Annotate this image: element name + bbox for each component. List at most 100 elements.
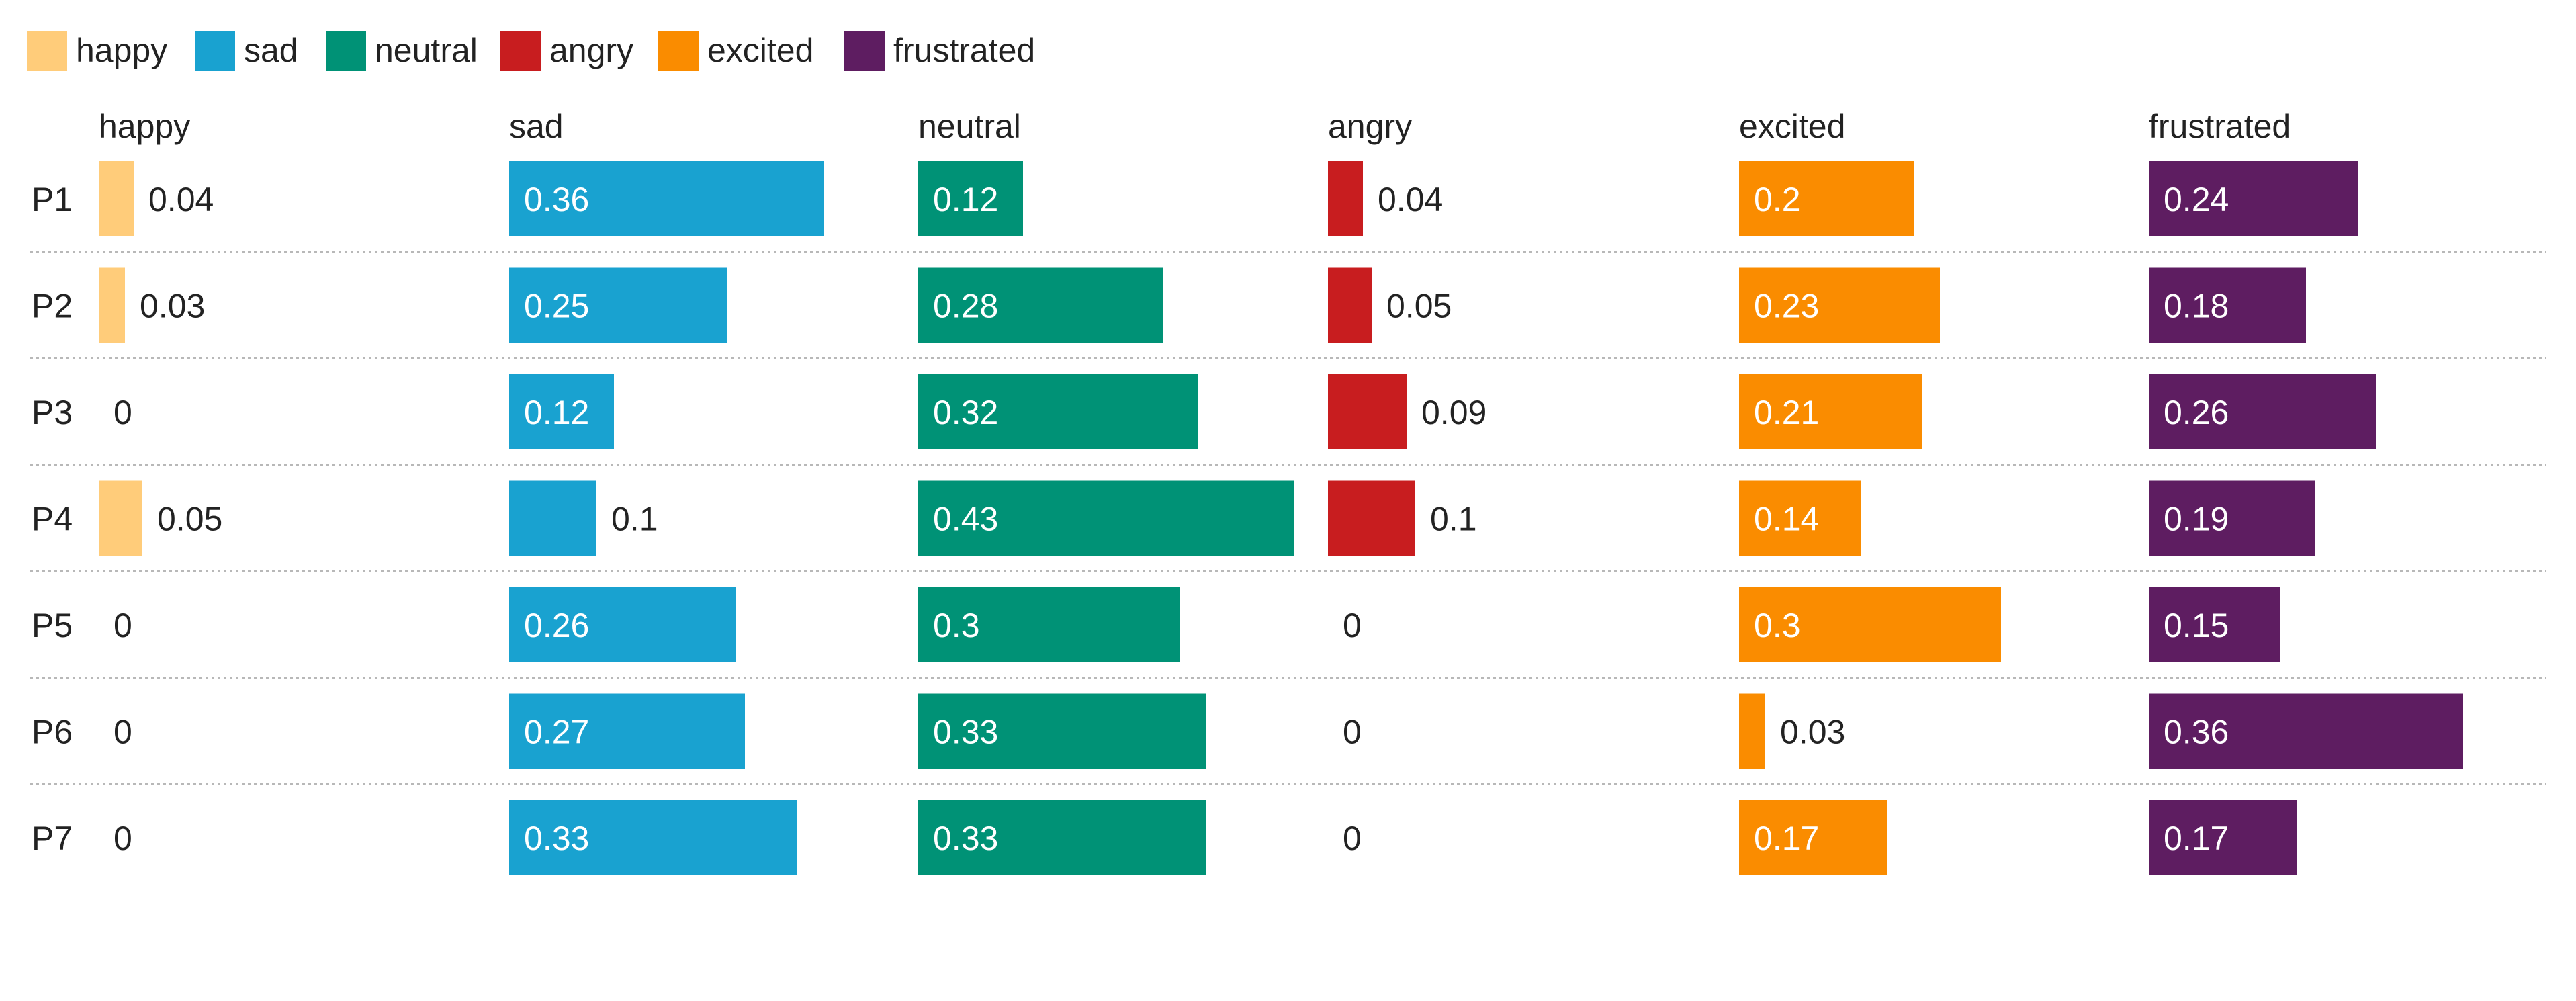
legend-swatch-frustrated [844,31,885,71]
value-label-sad-p5: 0.26 [524,607,589,644]
legend-swatch-sad [195,31,235,71]
row-label-p2: P2 [32,288,73,325]
bar-neutral-p1 [918,161,1023,236]
value-label-angry-p3: 0.09 [1421,394,1486,431]
row-separators [30,251,2546,785]
bar-neutral-p2 [918,267,1163,343]
value-label-frustrated-p6: 0.36 [2164,713,2229,751]
value-label-frustrated-p1: 0.24 [2164,181,2229,218]
bar-frustrated-p7 [2149,800,2297,875]
value-label-happy-p1: 0.04 [148,181,214,218]
legend-swatch-neutral [326,31,366,71]
column-header-neutral: neutral [918,107,1021,145]
bar-sad-p5 [509,587,736,662]
bar-excited-p4 [1739,480,1861,556]
bar-angry-p2 [1328,267,1372,343]
column-header-angry: angry [1328,107,1412,145]
value-label-angry-p6: 0 [1343,713,1362,751]
row-label-p7: P7 [32,820,73,857]
bar-angry-p1 [1328,161,1363,236]
bar-sad-p6 [509,693,745,769]
value-label-sad-p7: 0.33 [524,820,589,857]
row-label-p1: P1 [32,181,73,218]
value-label-neutral-p5: 0.3 [933,607,980,644]
legend-swatch-excited [658,31,699,71]
value-label-neutral-p2: 0.28 [933,288,998,325]
value-label-excited-p6: 0.03 [1780,713,1845,751]
value-label-neutral-p3: 0.32 [933,394,998,431]
row-label-p3: P3 [32,394,73,431]
bar-frustrated-p1 [2149,161,2358,236]
value-label-angry-p2: 0.05 [1386,288,1452,325]
bar-sad-p2 [509,267,727,343]
legend-label-frustrated: frustrated [893,32,1035,69]
value-label-excited-p5: 0.3 [1754,607,1801,644]
column-header-sad: sad [509,107,564,145]
bar-excited-p1 [1739,161,1914,236]
value-label-excited-p2: 0.23 [1754,288,1819,325]
row-label-p6: P6 [32,713,73,751]
bar-neutral-p6 [918,693,1206,769]
legend-swatch-angry [500,31,541,71]
bar-frustrated-p3 [2149,374,2376,449]
value-label-happy-p2: 0.03 [140,288,205,325]
legend-label-neutral: neutral [375,32,478,69]
legend-label-excited: excited [707,32,813,69]
column-header-excited: excited [1739,107,1845,145]
bar-neutral-p7 [918,800,1206,875]
value-label-angry-p4: 0.1 [1430,500,1477,538]
bar-frustrated-p4 [2149,480,2315,556]
value-label-neutral-p7: 0.33 [933,820,998,857]
value-label-excited-p7: 0.17 [1754,820,1819,857]
bar-neutral-p5 [918,587,1180,662]
value-label-excited-p4: 0.14 [1754,500,1819,538]
bar-neutral-p4 [918,480,1294,556]
bar-angry-p3 [1328,374,1407,449]
value-label-excited-p3: 0.21 [1754,394,1819,431]
legend-swatch-happy [27,31,67,71]
value-label-frustrated-p2: 0.18 [2164,288,2229,325]
value-label-neutral-p4: 0.43 [933,500,998,538]
bar-excited-p3 [1739,374,1922,449]
bar-excited-p5 [1739,587,2001,662]
bar-frustrated-p6 [2149,693,2463,769]
bar-sad-p3 [509,374,614,449]
bar-happy-p2 [99,267,125,343]
bar-excited-p2 [1739,267,1940,343]
bar-excited-p7 [1739,800,1887,875]
value-label-angry-p1: 0.04 [1378,181,1443,218]
value-label-happy-p4: 0.05 [157,500,222,538]
value-label-neutral-p1: 0.12 [933,181,998,218]
bar-angry-p4 [1328,480,1415,556]
value-label-sad-p1: 0.36 [524,181,589,218]
value-label-frustrated-p5: 0.15 [2164,607,2229,644]
value-label-sad-p2: 0.25 [524,288,589,325]
value-label-neutral-p6: 0.33 [933,713,998,751]
value-label-excited-p1: 0.2 [1754,181,1801,218]
value-label-frustrated-p7: 0.17 [2164,820,2229,857]
legend: happy sad neutral angry excited frustrated [27,31,1035,71]
row-label-p4: P4 [32,500,73,538]
value-label-sad-p3: 0.12 [524,394,589,431]
value-label-happy-p3: 0 [114,394,132,431]
bar-neutral-p3 [918,374,1198,449]
bar-frustrated-p2 [2149,267,2306,343]
legend-label-happy: happy [76,32,167,69]
bar-excited-p6 [1739,693,1765,769]
bar-sad-p4 [509,480,596,556]
value-label-angry-p5: 0 [1343,607,1362,644]
bars: 0.04 0.03 0 0.05 0 0 0 0.36 0.25 0.12 0.1 0.26 0.27 0… [99,161,2463,875]
value-label-happy-p6: 0 [114,713,132,751]
value-label-sad-p6: 0.27 [524,713,589,751]
value-label-frustrated-p3: 0.26 [2164,394,2229,431]
bar-happy-p1 [99,161,134,236]
legend-label-sad: sad [244,32,298,69]
bar-frustrated-p5 [2149,587,2280,662]
column-header-frustrated: frustrated [2149,107,2291,145]
value-label-happy-p5: 0 [114,607,132,644]
bar-sad-p7 [509,800,797,875]
column-headers: happy sad neutral angry excited frustrated [99,107,2291,145]
bar-happy-p4 [99,480,142,556]
value-label-frustrated-p4: 0.19 [2164,500,2229,538]
